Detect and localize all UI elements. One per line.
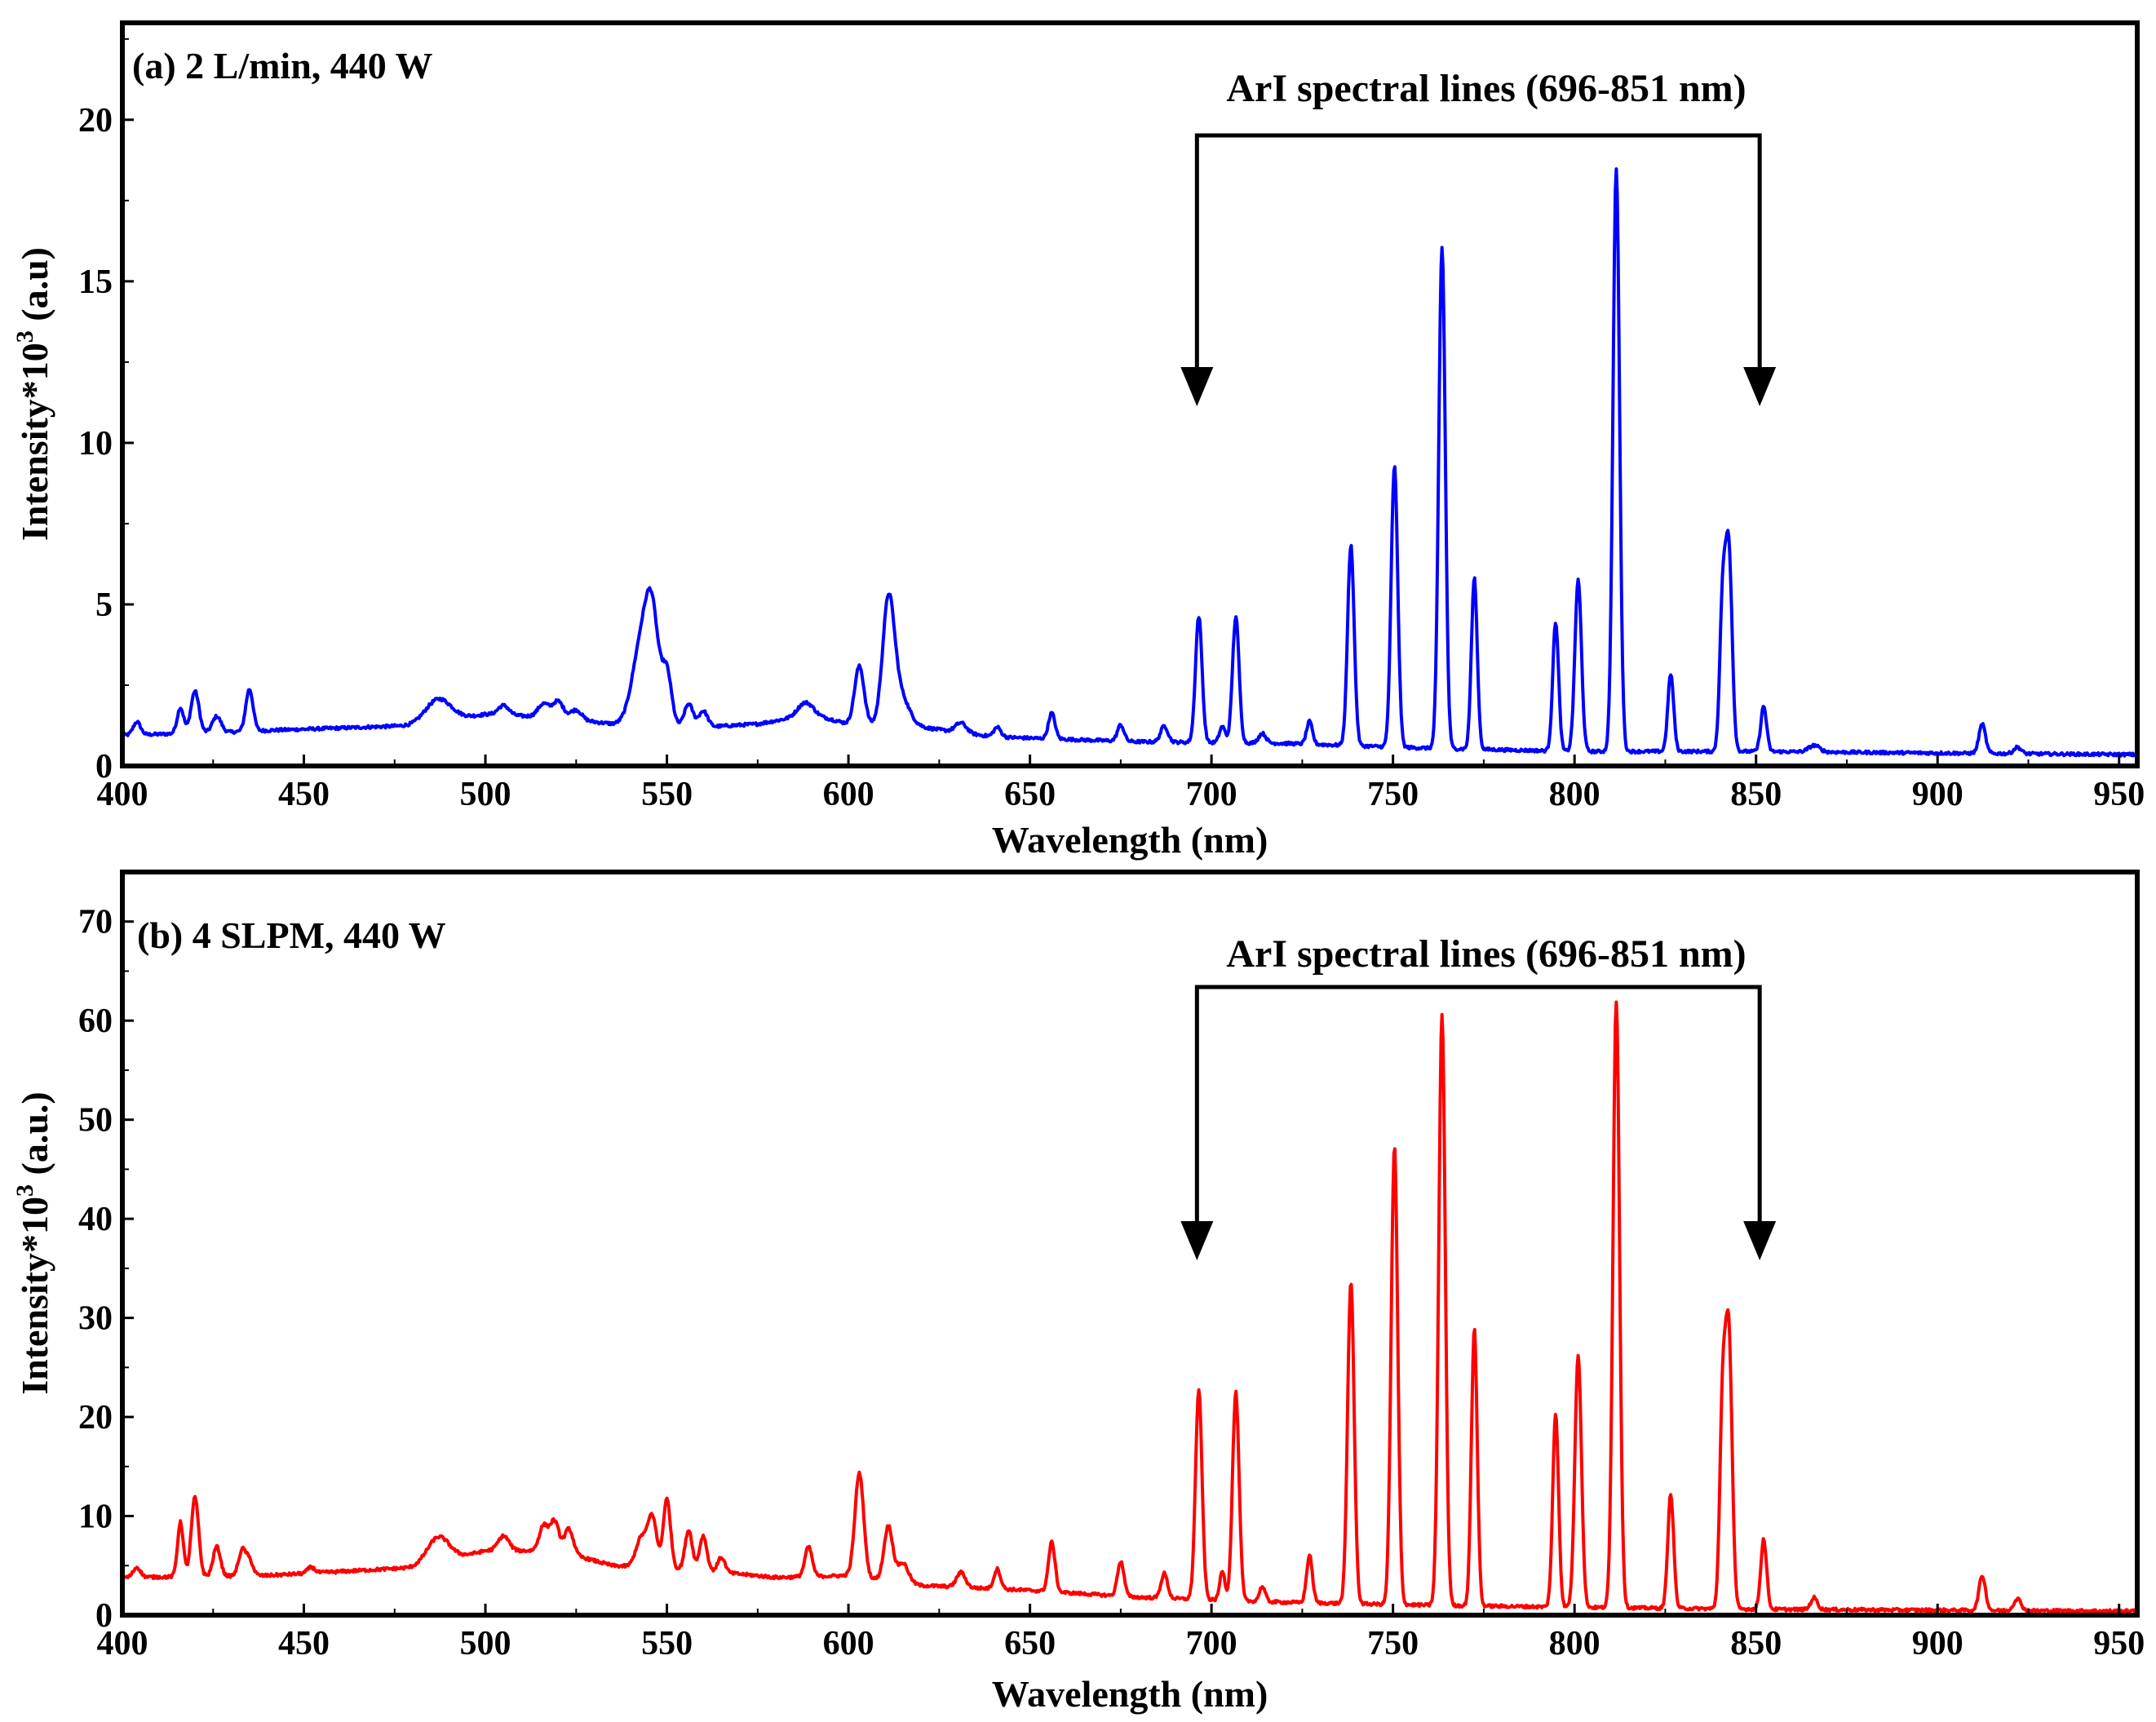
x-tick-label: 450 [278, 776, 330, 813]
y-tick-label: 15 [78, 263, 113, 301]
arrow-right-head [1743, 1221, 1777, 1260]
panel-a-y-axis: 0 5 10 15 20 [78, 38, 134, 786]
x-tick-label: 500 [460, 776, 511, 813]
x-tick-label: 850 [1730, 1625, 1782, 1662]
x-tick-label: 750 [1367, 1625, 1419, 1662]
y-tick-label: 20 [78, 1399, 113, 1436]
panel-a-frame [120, 20, 2140, 768]
panel-a-bracket [1180, 133, 1777, 406]
x-tick-label: 650 [1004, 776, 1056, 813]
y-tick-label: 20 [78, 102, 113, 139]
y-tick-label: 70 [78, 904, 113, 941]
x-tick-label: 500 [460, 1625, 511, 1662]
panel-a-x-axis: 400 450 500 550 600 650 700 750 800 850 900 950 [97, 755, 2145, 813]
x-tick-label: 700 [1186, 1625, 1237, 1662]
y-tick-label: 0 [95, 1597, 113, 1635]
y-tick-label: 50 [78, 1102, 113, 1140]
x-tick-label: 800 [1549, 1625, 1600, 1662]
panel-b-y-label: Intensity*103 (a.u.) [11, 1091, 55, 1395]
panel-b-bracket [1180, 985, 1777, 1260]
panel-b-y-axis: 0 10 20 30 40 50 60 70 [78, 904, 134, 1635]
x-tick-label: 900 [1912, 776, 1963, 813]
x-tick-label: 950 [2093, 1625, 2145, 1662]
x-tick-label: 600 [823, 1625, 874, 1662]
bracket-line [1194, 985, 1762, 1228]
panel-b: 400 450 500 550 600 650 700 750 800 850 900 950 0 10… [11, 870, 2145, 1715]
arrow-left-head [1180, 1221, 1214, 1260]
x-tick-label: 650 [1004, 1625, 1056, 1662]
y-tick-label: 0 [95, 748, 113, 786]
x-tick-label: 450 [278, 1625, 330, 1662]
panel-a-y-label-main: Intensity*10 [14, 343, 55, 541]
y-tick-label: 40 [78, 1201, 113, 1238]
panel-a-x-label: Wavelength (nm) [992, 819, 1268, 861]
x-tick-label: 700 [1186, 776, 1237, 813]
y-tick-label: 5 [95, 587, 113, 624]
panel-b-spectrum [122, 1000, 2137, 1614]
spectrum-line-b [122, 1000, 2137, 1614]
panel-b-x-axis: 400 450 500 550 600 650 700 750 800 850 900 950 [97, 1604, 2145, 1662]
y-tick-label: 10 [78, 1498, 113, 1536]
x-tick-label: 950 [2093, 776, 2145, 813]
panel-b-annotation: ArI spectral lines (696-851 nm) [1226, 932, 1746, 976]
panel-b-frame [120, 870, 2140, 1618]
arrow-left-head [1180, 367, 1214, 406]
y-tick-label: 60 [78, 1003, 113, 1040]
spectrum-line-a [122, 167, 2137, 758]
arrow-right-head [1743, 367, 1777, 406]
x-tick-label: 550 [641, 1625, 693, 1662]
panel-a-annotation: ArI spectral lines (696-851 nm) [1226, 67, 1746, 110]
x-tick-label: 550 [641, 776, 693, 813]
x-tick-label: 400 [97, 1625, 148, 1662]
panel-b-y-label-main: Intensity*10 [14, 1197, 55, 1395]
panel-a: 400 450 500 550 600 650 700 750 800 850 900 950 0 5 1… [11, 20, 2145, 861]
panel-b-x-label: Wavelength (nm) [992, 1673, 1268, 1715]
x-tick-label: 800 [1549, 776, 1600, 813]
bracket-line [1194, 133, 1762, 374]
panel-a-y-label-unit: (a.u) [14, 247, 55, 330]
panel-b-y-label-exponent: 3 [11, 1184, 38, 1197]
panel-a-y-label-exponent: 3 [11, 330, 38, 343]
x-tick-label: 900 [1912, 1625, 1963, 1662]
x-tick-label: 750 [1367, 776, 1419, 813]
x-tick-label: 400 [97, 776, 148, 813]
x-tick-label: 600 [823, 776, 874, 813]
y-tick-label: 30 [78, 1300, 113, 1338]
panel-a-y-label: Intensity*103 (a.u) [11, 247, 55, 541]
panel-b-label: (b) 4 SLPM, 440 W [137, 914, 446, 956]
x-tick-label: 850 [1730, 776, 1782, 813]
panel-b-y-label-unit: (a.u.) [14, 1091, 55, 1184]
panel-a-spectrum [122, 167, 2137, 758]
y-tick-label: 10 [78, 425, 113, 463]
panel-a-label: (a) 2 L/min, 440 W [132, 45, 432, 86]
